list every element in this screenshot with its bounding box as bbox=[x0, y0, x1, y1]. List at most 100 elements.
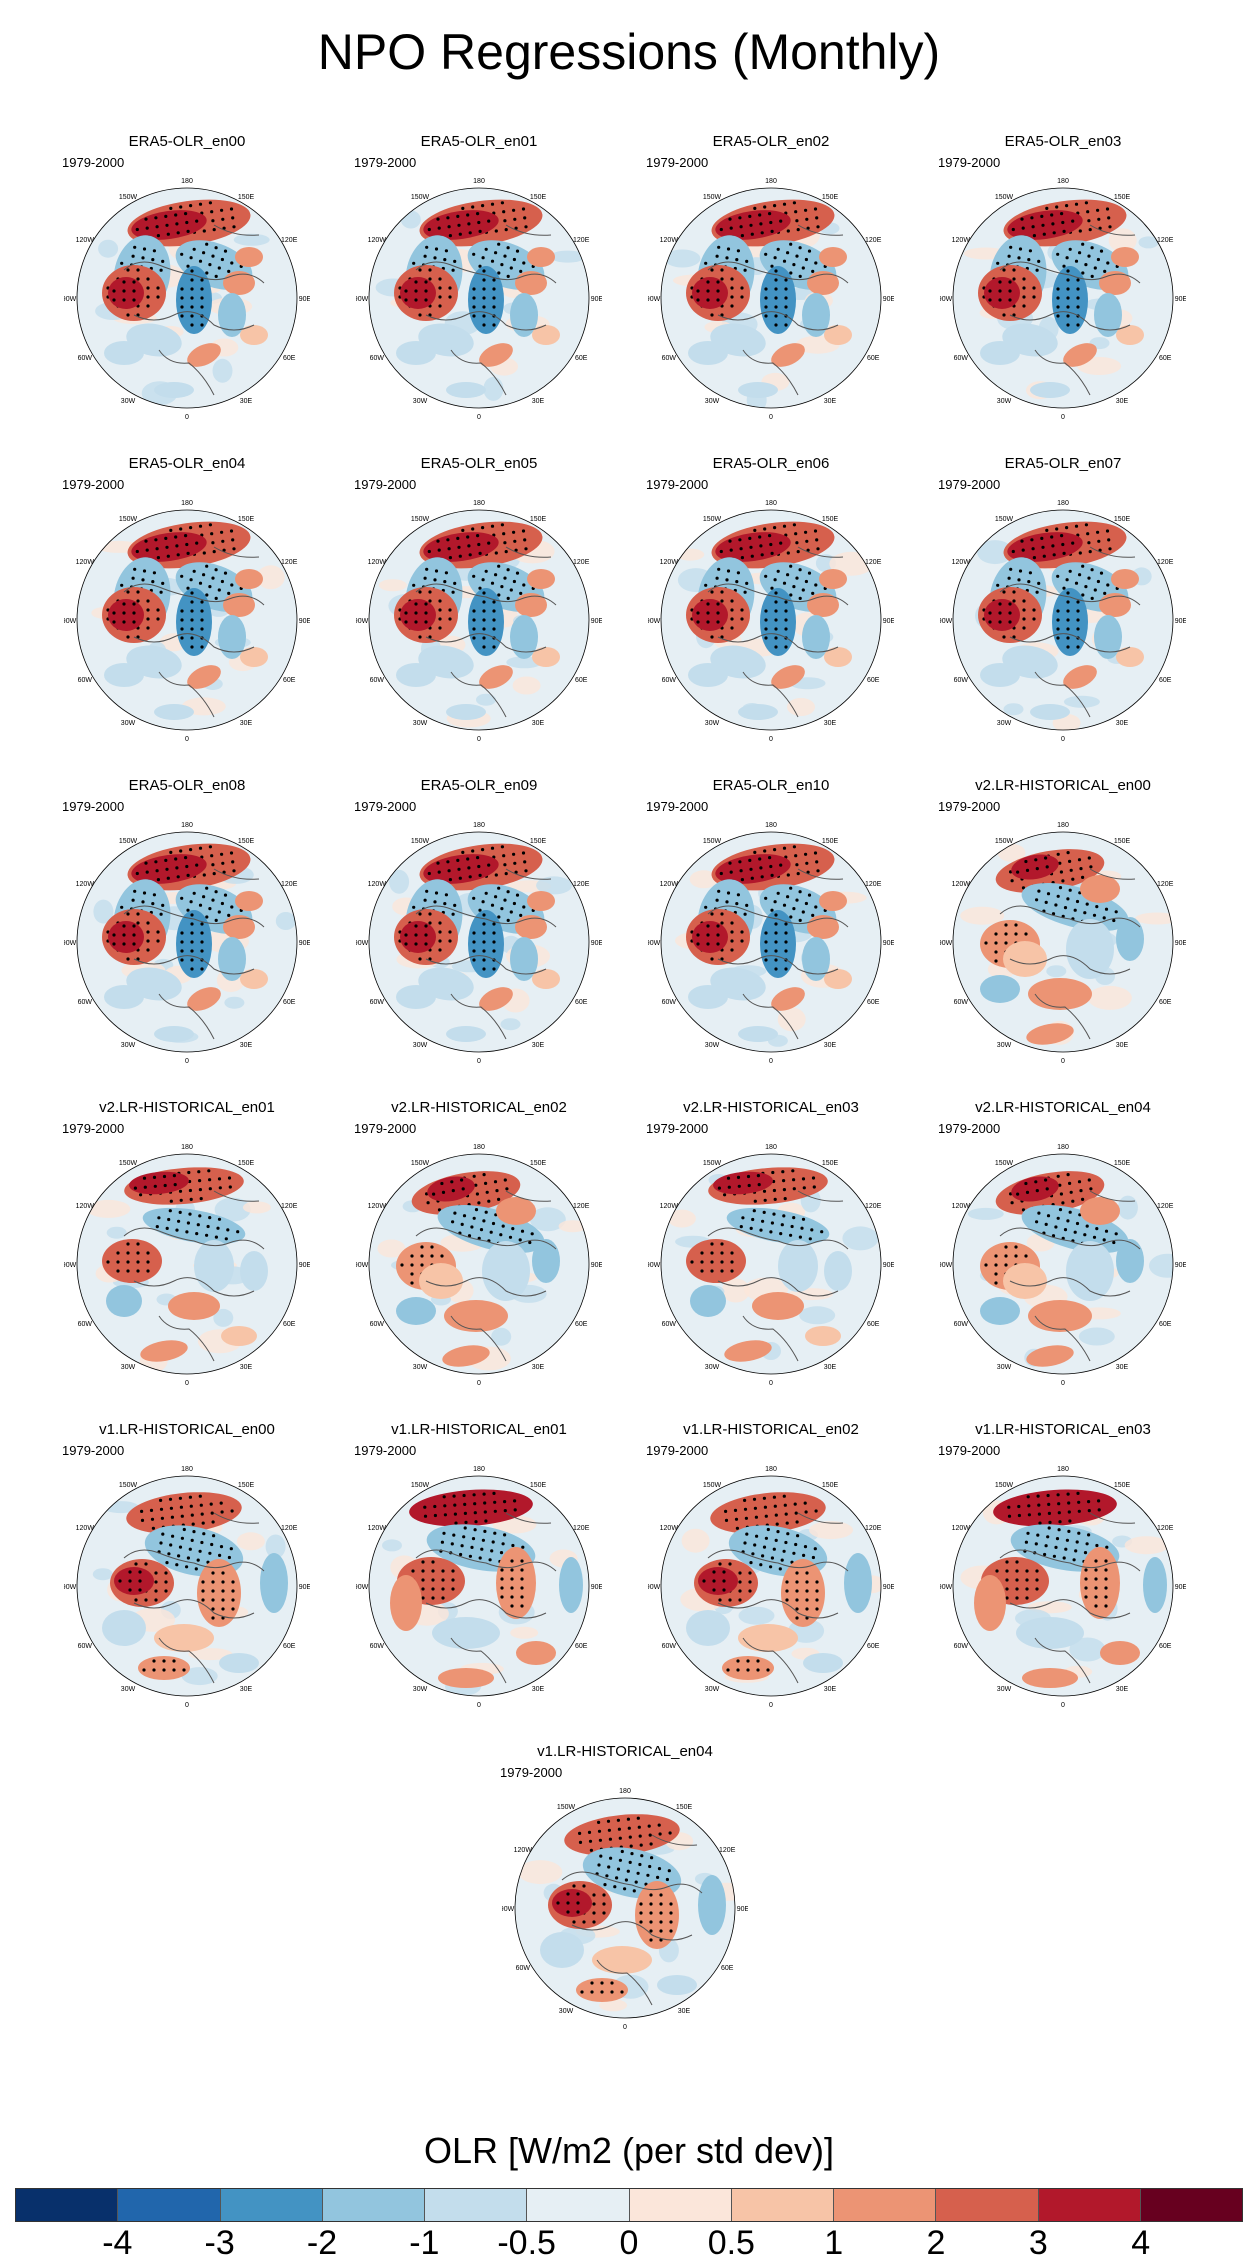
significance-stipple bbox=[774, 949, 778, 953]
significance-stipple bbox=[649, 1893, 653, 1897]
significance-stipple bbox=[492, 296, 496, 300]
anomaly-patch bbox=[777, 1007, 806, 1032]
significance-stipple bbox=[626, 1869, 630, 1873]
significance-stipple bbox=[1022, 295, 1026, 299]
significance-stipple bbox=[1068, 569, 1072, 573]
significance-stipple bbox=[773, 204, 777, 208]
significance-stipple bbox=[1078, 551, 1082, 555]
significance-stipple bbox=[442, 1531, 446, 1535]
significance-stipple bbox=[1014, 932, 1018, 936]
significance-stipple bbox=[811, 591, 815, 595]
significance-stipple bbox=[404, 620, 408, 624]
significance-stipple bbox=[521, 1545, 525, 1549]
significance-stipple bbox=[135, 227, 139, 232]
significance-stipple bbox=[722, 1579, 726, 1583]
significance-stipple bbox=[1106, 261, 1110, 265]
significance-stipple bbox=[1002, 590, 1006, 594]
significance-stipple bbox=[764, 287, 768, 291]
significance-stipple bbox=[514, 226, 518, 230]
panel-title: ERA5-OLR_en06 bbox=[712, 455, 830, 472]
longitude-label: 60W bbox=[370, 1321, 385, 1328]
significance-stipple bbox=[805, 1571, 809, 1575]
significance-stipple bbox=[772, 1547, 776, 1551]
significance-stipple bbox=[481, 1538, 485, 1542]
significance-stipple bbox=[211, 254, 215, 258]
longitude-label: 150W bbox=[995, 194, 1014, 201]
significance-stipple bbox=[492, 305, 496, 309]
longitude-label: 60W bbox=[954, 1321, 969, 1328]
significance-stipple bbox=[1079, 1189, 1083, 1193]
longitude-label: 150E bbox=[1114, 1482, 1131, 1489]
significance-stipple bbox=[510, 1586, 514, 1590]
significance-stipple bbox=[142, 247, 147, 251]
significance-stipple bbox=[138, 1588, 142, 1592]
significance-stipple bbox=[706, 280, 710, 284]
significance-stipple bbox=[523, 860, 527, 864]
significance-stipple bbox=[431, 1587, 435, 1591]
significance-stipple bbox=[773, 1197, 777, 1201]
significance-stipple bbox=[519, 591, 523, 595]
significance-stipple bbox=[774, 591, 778, 595]
significance-stipple bbox=[739, 547, 743, 551]
coastline bbox=[999, 224, 1141, 396]
significance-stipple bbox=[472, 305, 476, 309]
significance-stipple bbox=[477, 1201, 481, 1205]
significance-stipple bbox=[598, 1838, 602, 1842]
significance-stipple bbox=[757, 1183, 761, 1187]
significance-stipple bbox=[774, 636, 778, 640]
significance-stipple bbox=[998, 611, 1002, 615]
olr-anomaly-contour bbox=[102, 1610, 146, 1646]
anomaly-patch bbox=[213, 1308, 234, 1327]
significance-stipple bbox=[1050, 213, 1054, 217]
significance-stipple bbox=[192, 247, 196, 251]
significance-stipple bbox=[190, 278, 194, 282]
significance-stipple bbox=[597, 1863, 601, 1867]
significance-stipple bbox=[1077, 1531, 1081, 1535]
significance-stipple bbox=[763, 1505, 767, 1509]
significance-stipple bbox=[718, 1598, 722, 1602]
significance-stipple bbox=[167, 1552, 171, 1556]
longitude-label: 0 bbox=[477, 414, 481, 421]
longitude-label: 30E bbox=[240, 720, 253, 727]
significance-stipple bbox=[433, 256, 437, 260]
significance-stipple bbox=[774, 958, 778, 962]
map-boundary bbox=[368, 187, 590, 409]
longitude-label: 60E bbox=[1159, 1321, 1172, 1328]
significance-stipple bbox=[766, 1668, 770, 1672]
significance-stipple bbox=[180, 940, 184, 944]
significance-stipple bbox=[166, 554, 170, 558]
significance-stipple bbox=[1012, 635, 1016, 639]
anomaly-patch bbox=[536, 876, 573, 895]
longitude-label: 180 bbox=[473, 178, 485, 185]
significance-stipple bbox=[1087, 541, 1091, 545]
longitude-label: 30E bbox=[240, 1686, 253, 1693]
significance-stipple bbox=[400, 1263, 404, 1267]
significance-stipple bbox=[806, 548, 810, 552]
significance-stipple bbox=[471, 849, 475, 853]
significance-stipple bbox=[994, 932, 998, 936]
significance-stipple bbox=[770, 229, 774, 233]
significance-stipple bbox=[763, 205, 767, 209]
significance-stipple bbox=[1047, 1511, 1051, 1515]
significance-stipple bbox=[718, 1562, 722, 1566]
longitude-label: 150W bbox=[411, 1160, 430, 1167]
significance-stipple bbox=[700, 1251, 704, 1255]
anomaly-patch bbox=[224, 996, 245, 1009]
significance-stipple bbox=[566, 1892, 570, 1896]
significance-stipple bbox=[774, 931, 778, 935]
longitude-label: 90E bbox=[299, 296, 310, 303]
significance-stipple bbox=[805, 861, 809, 865]
significance-stipple bbox=[1081, 875, 1085, 879]
significance-stipple bbox=[169, 528, 173, 532]
longitude-label: 60E bbox=[283, 677, 296, 684]
significance-stipple bbox=[500, 845, 504, 849]
significance-stipple bbox=[774, 645, 778, 649]
significance-stipple bbox=[1096, 579, 1100, 584]
significance-stipple bbox=[177, 1554, 181, 1558]
olr-anomaly-contour bbox=[1094, 615, 1122, 659]
significance-stipple bbox=[1052, 553, 1056, 557]
significance-stipple bbox=[706, 298, 710, 302]
significance-stipple bbox=[447, 547, 451, 551]
olr-anomaly-contour bbox=[807, 271, 839, 295]
significance-stipple bbox=[166, 232, 170, 236]
